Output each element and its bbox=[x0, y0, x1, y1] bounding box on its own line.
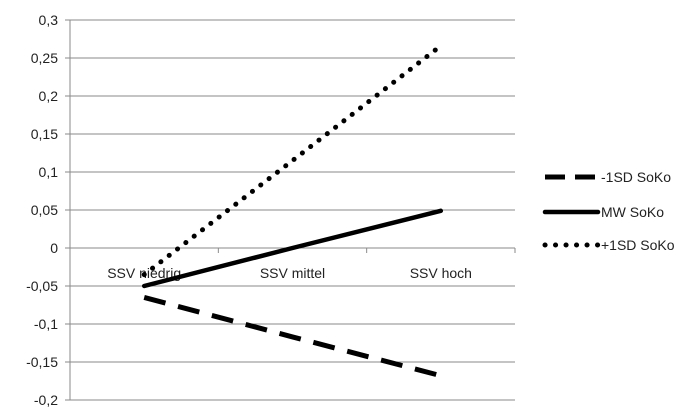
y-tick-label: 0,1 bbox=[39, 164, 59, 180]
y-tick-label: 0,25 bbox=[31, 50, 58, 66]
grid-lines bbox=[70, 19, 515, 401]
y-tick-label: 0,3 bbox=[39, 12, 59, 28]
legend: -1SD SoKo MW SoKo +1SD SoKo bbox=[542, 169, 675, 253]
y-tick-label: 0,15 bbox=[31, 126, 58, 142]
series-line-1sd-soko bbox=[143, 294, 442, 379]
series-line-1sd-soko bbox=[141, 43, 444, 278]
y-tick-label: 0,2 bbox=[39, 88, 59, 104]
y-tick-labels: 0,3 0,25 0,2 0,15 0,1 0,05 0 -0,05 -0,1 -0,15 -0,2 bbox=[26, 12, 58, 408]
y-tick-label: -0,15 bbox=[26, 354, 58, 370]
y-tick-label: 0,05 bbox=[31, 202, 58, 218]
series-line-mw-soko bbox=[141, 208, 444, 289]
legend-label: -1SD SoKo bbox=[601, 169, 671, 185]
y-tick-label: 0 bbox=[50, 240, 58, 256]
y-tick-label: -0,05 bbox=[26, 278, 58, 294]
x-tick-labels: SSV niedrig SSV mittel SSV hoch bbox=[107, 265, 472, 281]
legend-label: +1SD SoKo bbox=[601, 237, 675, 253]
y-tick-label: -0,2 bbox=[34, 392, 58, 408]
legend-label: MW SoKo bbox=[601, 204, 664, 220]
series-lines bbox=[141, 43, 444, 379]
x-tick-label: SSV mittel bbox=[260, 265, 325, 281]
y-tick-label: -0,1 bbox=[34, 316, 58, 332]
x-tick-label: SSV hoch bbox=[410, 265, 472, 281]
